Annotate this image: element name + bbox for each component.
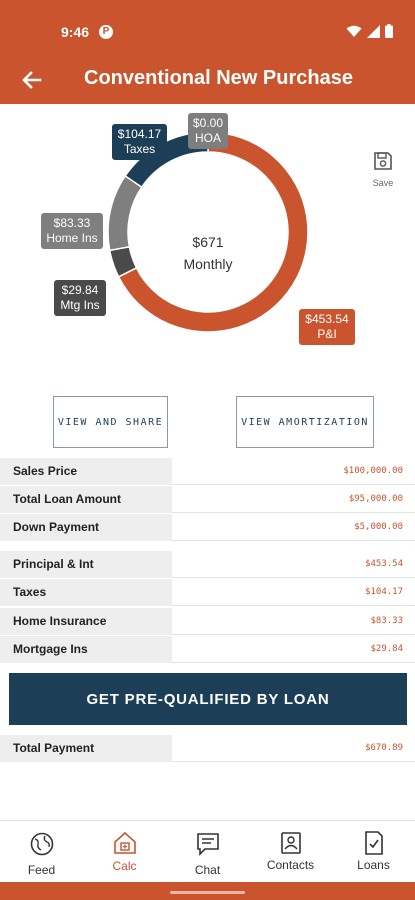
- nav-label: Contacts: [266, 858, 315, 872]
- row-value: $83.33: [370, 616, 403, 626]
- nav-label: Chat: [194, 863, 221, 877]
- get-prequalified-button[interactable]: GET PRE-QUALIFIED BY LOAN: [9, 673, 407, 725]
- row-value: $104.17: [365, 587, 403, 597]
- slice-value: $83.33: [53, 216, 91, 230]
- page-title: Conventional New Purchase: [84, 67, 353, 89]
- slice-value: $29.84: [61, 283, 99, 297]
- slice-tag-taxes: $104.17 Taxes: [112, 124, 167, 160]
- slice-tag-mtg-ins: $29.84 Mtg Ins: [54, 280, 106, 316]
- contacts-icon: [280, 832, 301, 854]
- table-row: Taxes $104.17: [0, 579, 415, 606]
- total-payment-row: Total Payment $670.89: [0, 735, 415, 762]
- globe-icon: [30, 832, 53, 856]
- app-bar: Conventional New Purchase: [0, 58, 415, 104]
- table-row: Mortgage Ins $29.84: [0, 636, 415, 663]
- home-indicator: [170, 891, 245, 894]
- slice-tag-hoa: $0.00 HOA: [188, 113, 228, 149]
- donut-slice-home-ins: [107, 174, 143, 252]
- floppy-disk-icon: [374, 152, 392, 170]
- row-label: Home Insurance: [0, 608, 172, 635]
- chart-center-label: Monthly: [183, 256, 233, 272]
- nav-label: Feed: [27, 863, 56, 877]
- save-label: Save: [372, 178, 394, 188]
- slice-value: $453.54: [305, 312, 349, 326]
- table-row: Total Loan Amount $95,000.00: [0, 486, 415, 513]
- document-check-icon: [364, 831, 383, 855]
- nav-label: Loans: [357, 858, 390, 872]
- row-label: Mortgage Ins: [0, 636, 172, 663]
- row-label: Sales Price: [0, 458, 172, 485]
- payment-chart: $671 Monthly $104.17 Taxes $0.00 HOA $83…: [0, 104, 415, 394]
- system-home-bar: [0, 882, 415, 900]
- status-bar: 9:46 P: [0, 0, 415, 58]
- donut-slice-p-i: [117, 131, 309, 333]
- table-row: Home Insurance $83.33: [0, 608, 415, 635]
- view-amortization-button[interactable]: VIEW AMORTIZATION: [236, 396, 374, 448]
- wifi-icon: [346, 25, 362, 37]
- signal-icon: [367, 24, 380, 38]
- app-notification-icon: P: [99, 25, 113, 39]
- nav-feed[interactable]: Feed: [0, 821, 83, 883]
- row-label: Principal & Int: [0, 551, 172, 578]
- payment-donut-chart: [107, 131, 309, 333]
- slice-label: HOA: [194, 131, 221, 145]
- row-label: Taxes: [0, 579, 172, 606]
- row-value: $95,000.00: [348, 494, 403, 504]
- chart-center-amount: $671: [192, 234, 224, 250]
- slice-label: Mtg Ins: [60, 298, 100, 312]
- status-time: 9:46: [61, 24, 90, 40]
- calculator-home-icon: [113, 831, 136, 854]
- nav-chat[interactable]: Chat: [166, 821, 249, 883]
- nav-loans[interactable]: Loans: [332, 821, 415, 883]
- slice-value: $0.00: [193, 116, 224, 130]
- table-row: Sales Price $100,000.00: [0, 458, 415, 485]
- slice-tag-pi: $453.54 P&I: [299, 309, 355, 345]
- slice-label: Home Ins: [46, 231, 98, 245]
- battery-icon: [385, 24, 393, 38]
- slice-tag-home-ins: $83.33 Home Ins: [41, 213, 103, 249]
- row-value: $100,000.00: [343, 466, 403, 476]
- row-value: $5,000.00: [354, 522, 403, 532]
- chat-icon: [196, 833, 219, 856]
- bottom-navigation: Feed Calc Chat Contacts Loans: [0, 820, 415, 882]
- system-icons: [346, 24, 393, 38]
- slice-label: Taxes: [123, 142, 156, 156]
- slice-value: $104.17: [117, 127, 162, 141]
- row-value: $670.89: [365, 743, 403, 753]
- row-value: $29.84: [370, 644, 403, 654]
- row-label: Total Loan Amount: [0, 486, 172, 513]
- view-and-share-button[interactable]: VIEW AND SHARE: [53, 396, 168, 448]
- save-button[interactable]: Save: [368, 151, 398, 188]
- slice-label: P&I: [317, 327, 337, 341]
- row-label: Down Payment: [0, 514, 172, 541]
- nav-contacts[interactable]: Contacts: [249, 821, 332, 883]
- table-row: Principal & Int $453.54: [0, 551, 415, 578]
- arrow-left-icon: [22, 71, 42, 89]
- nav-label: Calc: [112, 859, 137, 873]
- row-label: Total Payment: [0, 735, 172, 762]
- row-value: $453.54: [365, 559, 403, 569]
- back-button[interactable]: [16, 66, 48, 94]
- nav-calc[interactable]: Calc: [83, 821, 166, 883]
- table-row: Down Payment $5,000.00: [0, 514, 415, 541]
